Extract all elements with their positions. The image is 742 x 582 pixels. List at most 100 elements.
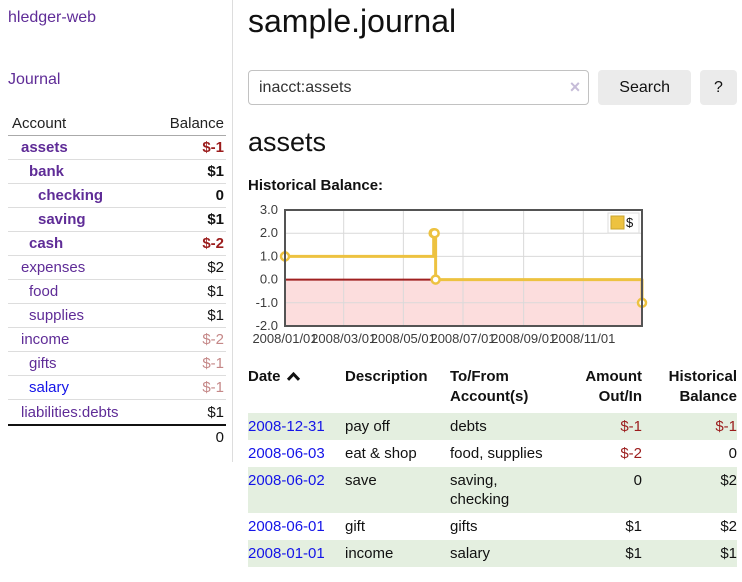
account-row: liabilities:debts $1 [8,400,226,424]
svg-text:2008/01/01: 2008/01/01 [252,331,317,346]
register-header-to-from: To/From Account(s) [450,367,563,413]
accounts-header-account: Account [12,115,67,132]
register-balance-cell: $2 [720,518,737,535]
register-amount-cell: $1 [625,545,642,562]
search-button[interactable]: Search [598,70,691,105]
help-button[interactable]: ? [700,70,737,105]
register-description-cell: gift [345,518,366,535]
register-header-row: Date Description To/From Account(s) Amount … [248,367,737,413]
register-header-label: Amount Out/In [585,368,642,405]
register-header-label: Description [345,368,428,385]
account-heading: assets [248,127,327,157]
register-table: Date Description To/From Account(s) Amount … [248,367,737,567]
account-link-food[interactable]: food [29,283,59,300]
register-header-label: Historical Balance [668,368,737,405]
page-title: sample.journal [248,3,457,39]
transaction-date-link[interactable]: 2008-01-01 [248,545,325,562]
register-date-cell: 2008-06-02 [248,467,345,513]
nav-journal-link[interactable]: Journal [8,71,61,88]
register-accounts-cell: food, supplies [450,445,543,462]
register-balance-cell: $-1 [715,418,737,435]
historical-balance-chart: $3.0 2.0 1.0 0.0 -1.0 -2.02008/01/012008/03/0… [252,205,648,346]
chart-title: Historical Balance: [248,177,384,194]
account-link-gifts[interactable]: gifts [29,355,57,372]
chart-legend: $ [607,212,640,234]
register-accounts-cell: salary [450,545,491,562]
register-description-cell: eat & shop [345,445,417,462]
register-amount-cell: 0 [633,472,642,489]
account-link-salary[interactable]: salary [29,379,70,396]
register-header-date[interactable]: Date [248,367,345,413]
register-accounts-cell: debts [450,418,487,435]
account-link-checking[interactable]: checking [38,187,104,204]
account-row: food $1 [8,280,226,304]
legend-swatch [610,215,625,230]
register-accounts-cell: gifts [450,518,478,535]
account-link-liabilities-debts[interactable]: liabilities:debts [21,403,119,421]
svg-text:2008/03/01: 2008/03/01 [311,331,376,346]
account-row: income $-2 [8,328,226,352]
account-balance: $1 [207,307,224,324]
transaction-date-link[interactable]: 2008-06-03 [248,445,325,462]
search-bar: × Search ? [248,70,737,105]
account-balance: $-2 [202,331,224,348]
accounts-panel: Account Balance assets $-1 bank $1 checking 0… [8,112,226,448]
search-input[interactable] [248,70,590,105]
account-row: supplies $1 [8,304,226,328]
account-balance: $-1 [202,379,224,396]
register-amount-cell: $1 [625,518,642,535]
account-balance: $-1 [202,355,224,372]
register-header-description: Description [345,367,450,413]
transaction-date-link[interactable]: 2008-06-02 [248,472,325,489]
register-accounts-cell: saving, checking [450,472,510,508]
sidebar: hledger-web Journal Account Balance asse… [0,0,226,448]
register-header-historical: Historical Balance [642,367,737,413]
account-link-assets[interactable]: assets [21,139,68,156]
transaction-date-link[interactable]: 2008-06-01 [248,518,325,535]
register-row: 2008-06-01 gift gifts $1 $2 [248,513,737,540]
register-date-cell: 2008-01-01 [248,540,345,567]
transaction-date-link[interactable]: 2008-12-31 [248,418,325,435]
sidebar-divider [232,0,233,462]
svg-text:2008/05/01: 2008/05/01 [371,331,436,346]
register-balance-cell: $2 [720,472,737,489]
accounts-list: assets $-1 bank $1 checking 0 saving $1 cash $-2 e… [8,136,226,424]
account-link-expenses[interactable]: expenses [21,259,86,276]
register-amount-cell: $-2 [620,445,642,462]
register-balance-cell: $1 [720,545,737,562]
register-date-cell: 2008-06-01 [248,513,345,540]
accounts-header-balance: Balance [169,115,224,132]
account-link-saving[interactable]: saving [38,211,86,228]
svg-text:2.0: 2.0 [260,225,278,240]
accounts-total-row: 0 [8,424,226,448]
account-row: checking 0 [8,184,226,208]
svg-text:1.0: 1.0 [260,248,278,263]
search-box: × [248,70,590,105]
account-row: salary $-1 [8,376,226,400]
register-header-label: Date [248,368,281,385]
account-row: bank $1 [8,160,226,184]
account-balance: $1 [207,283,224,300]
sort-ascending-icon [286,371,300,381]
svg-text:2008/11/01: 2008/11/01 [551,331,615,346]
accounts-total-value: 0 [215,428,224,446]
register-description-cell: save [345,472,377,489]
account-link-supplies[interactable]: supplies [29,307,85,324]
account-link-cash[interactable]: cash [29,235,64,252]
register-description-cell: income [345,545,394,562]
svg-text:0.0: 0.0 [260,272,278,287]
register-header-label: To/From Account(s) [450,368,529,405]
register-description-cell: pay off [345,418,390,435]
svg-text:$: $ [626,215,634,230]
account-balance: $1 [207,211,224,228]
register-balance-cell: 0 [728,445,737,462]
account-balance: $1 [207,163,224,180]
account-row: expenses $2 [8,256,226,280]
svg-text:2008/09/01: 2008/09/01 [491,331,556,346]
account-link-income[interactable]: income [21,331,70,348]
clear-search-icon[interactable]: × [569,77,581,97]
account-row: gifts $-1 [8,352,226,376]
account-link-bank[interactable]: bank [29,163,65,180]
brand-link[interactable]: hledger-web [8,9,97,26]
register-date-cell: 2008-12-31 [248,413,345,440]
